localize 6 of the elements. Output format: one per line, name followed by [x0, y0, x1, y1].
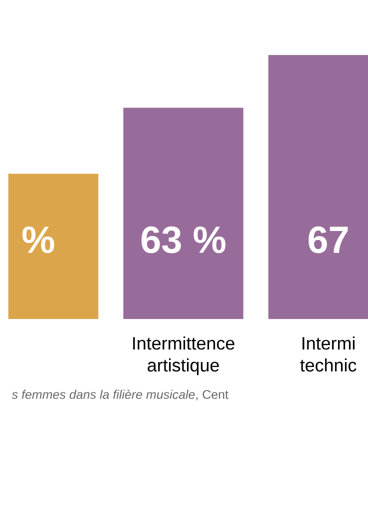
data-label: 63 % — [141, 226, 226, 254]
data-label: % — [22, 226, 54, 254]
x-tick-label: Intermi technic — [300, 336, 356, 372]
x-tick-label: Intermittence artistique — [133, 336, 234, 376]
text: s femmes dans la filière musicale, Cent — [12, 390, 228, 400]
data-label: 67 — [308, 226, 348, 254]
